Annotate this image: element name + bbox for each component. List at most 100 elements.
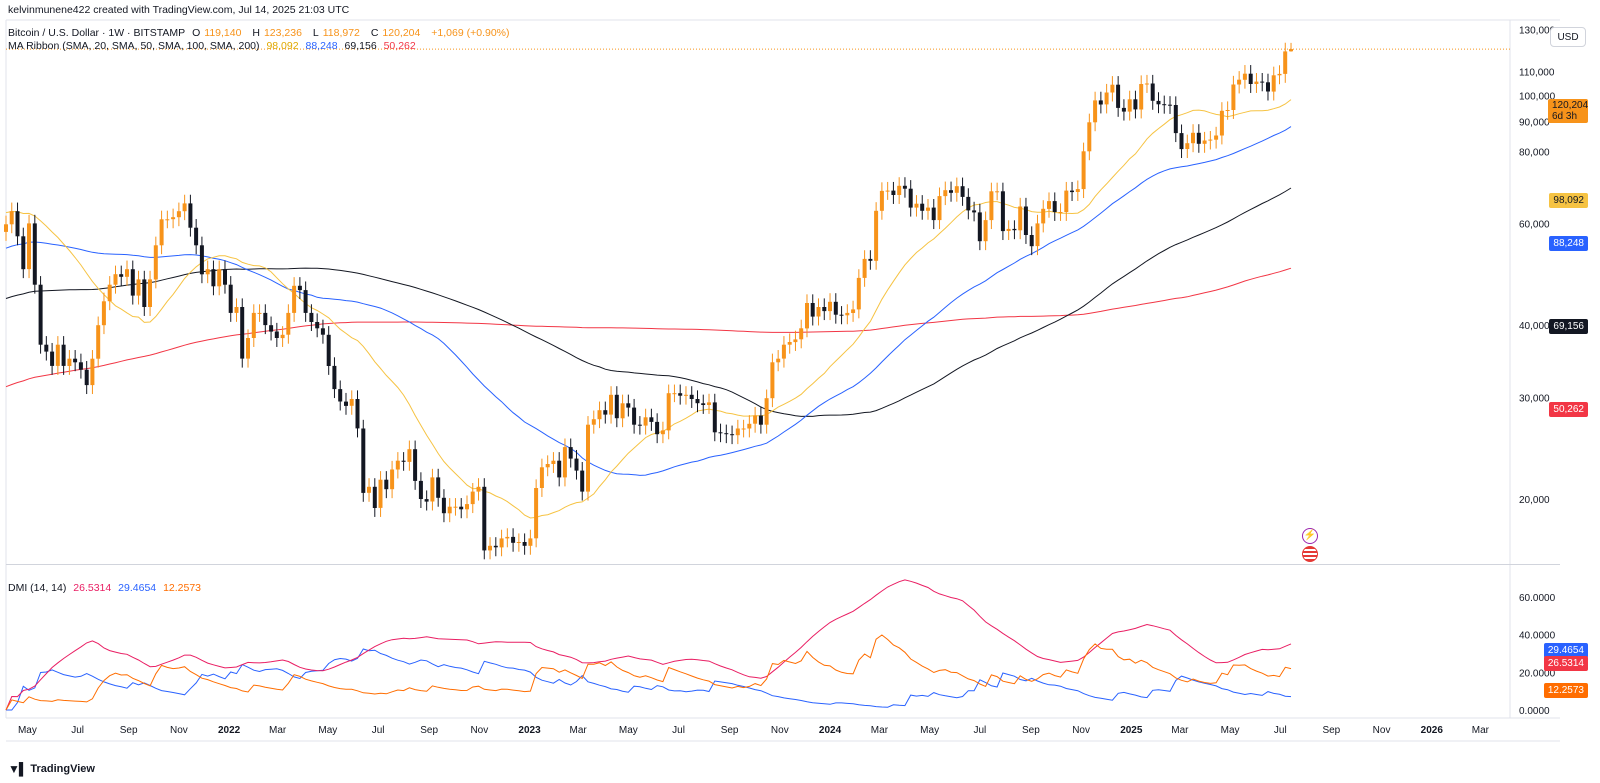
candle-body	[482, 486, 487, 551]
candle-body	[1023, 206, 1028, 235]
candle-body	[50, 351, 55, 366]
candle-body	[1237, 79, 1242, 85]
candle-body	[453, 506, 458, 508]
dmi-plus-badge: 26.5314	[1543, 656, 1588, 671]
candle-body	[1098, 100, 1103, 105]
candle-body	[1283, 51, 1288, 74]
candle-body	[1093, 100, 1098, 123]
sma100-badge: 69,156	[1549, 319, 1588, 334]
candle-body	[989, 191, 994, 221]
price-tick-label: 20,000	[1519, 495, 1550, 506]
candle-body	[176, 211, 181, 218]
candle-body	[1018, 206, 1023, 231]
candle-body	[55, 344, 60, 366]
candle-body	[1196, 132, 1201, 144]
candle-body	[1041, 208, 1046, 224]
candle-body	[424, 499, 429, 502]
time-axis-label: 2023	[518, 725, 541, 736]
candle-body	[655, 421, 660, 435]
candle-body	[528, 538, 533, 546]
candle-body	[833, 301, 838, 315]
candle-body	[718, 432, 723, 434]
price-tick-label: 40,000	[1519, 321, 1550, 332]
candle-body	[822, 307, 827, 312]
time-axis-label: Jul	[672, 725, 685, 736]
sma50-value: 88,248	[305, 40, 338, 52]
candle-body	[228, 284, 233, 313]
candle-body	[1162, 104, 1167, 106]
candle-body	[983, 220, 988, 242]
candle-body	[730, 434, 735, 436]
candle-body	[1289, 49, 1293, 52]
candle-body	[960, 186, 965, 197]
candle-body	[943, 190, 948, 197]
candle-body	[770, 362, 775, 399]
candle-body	[580, 470, 585, 492]
candle-body	[1029, 235, 1034, 247]
lightning-icon[interactable]: ⚡	[1302, 528, 1318, 544]
time-axis-label: Jul	[372, 725, 385, 736]
candle-body	[902, 185, 907, 189]
tradingview-mark-icon: ▼▌	[8, 762, 27, 776]
candle-body	[511, 536, 516, 543]
candle-body	[27, 223, 31, 270]
candle-body	[632, 407, 637, 425]
candle-body	[257, 312, 262, 314]
candle-body	[384, 479, 389, 490]
candle-body	[309, 312, 314, 322]
candle-body	[130, 269, 135, 296]
price-tick-label: 100,000	[1519, 91, 1556, 102]
brand-name: TradingView	[30, 763, 95, 775]
candle-body	[136, 279, 141, 296]
candle-body	[1047, 201, 1051, 209]
candle-body	[776, 358, 781, 363]
sma200-badge: 50,262	[1549, 402, 1588, 417]
candle-body	[1208, 139, 1213, 141]
price-tick-label: 130,000	[1519, 25, 1556, 36]
dmi-adx-badge: 12.2573	[1543, 683, 1588, 698]
dmi-minus-badge: 29.4654	[1543, 643, 1588, 658]
candle-body	[1168, 104, 1172, 106]
candle-body	[194, 227, 199, 246]
price-tick-label: 80,000	[1519, 147, 1550, 158]
candle-body	[38, 284, 43, 345]
candle-body	[586, 424, 590, 492]
candle-body	[1121, 107, 1126, 112]
candle-body	[1144, 83, 1149, 85]
time-axis-label: Mar	[1171, 725, 1189, 736]
candle-body	[125, 269, 129, 277]
candle-body	[395, 460, 400, 470]
candle-body	[1185, 143, 1190, 149]
time-axis-label: Nov	[470, 725, 488, 736]
candle-body	[96, 325, 101, 359]
candle-body	[349, 399, 354, 406]
price-tick-label: 110,000	[1519, 67, 1555, 78]
candle-body	[684, 394, 688, 396]
candle-body	[107, 284, 112, 302]
candle-body	[1202, 140, 1207, 144]
candle-body	[44, 344, 49, 352]
candle-body	[1070, 190, 1074, 193]
dmi-label: DMI (14, 14)	[8, 582, 67, 594]
candle-body	[637, 424, 642, 426]
currency-button[interactable]: USD	[1550, 27, 1586, 47]
time-axis-label: 2024	[819, 725, 842, 736]
candle-body	[977, 212, 982, 242]
candle-body	[1006, 228, 1011, 231]
candle-body	[413, 449, 418, 481]
time-axis-label: Jul	[973, 725, 986, 736]
last-price-tag: 120,204 6d 3h	[1548, 99, 1588, 123]
candle-body	[211, 269, 216, 287]
candle-body	[591, 419, 596, 425]
ohlc-low: L 118,972	[312, 27, 360, 39]
candle-body	[666, 393, 671, 431]
us-flag-icon[interactable]	[1302, 546, 1318, 562]
time-axis-label: Mar	[871, 725, 889, 736]
candle-body	[401, 460, 406, 462]
ohlc-high: H 123,236	[252, 27, 302, 39]
candle-body	[851, 309, 856, 313]
candle-body	[897, 185, 902, 195]
candle-body	[609, 394, 613, 415]
dmi-tick-label: 20.0000	[1519, 668, 1556, 679]
